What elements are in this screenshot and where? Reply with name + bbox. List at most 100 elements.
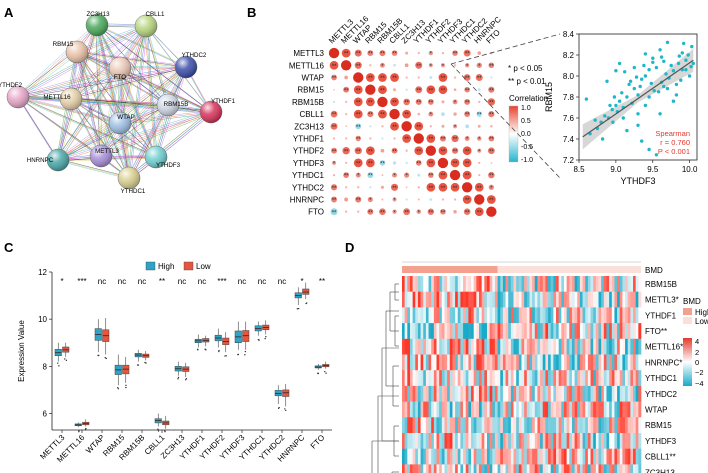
corr-cell [405,88,408,91]
corr-sig-mark: ** [441,174,446,180]
heatmap-cell [492,338,496,355]
heatmap-cell [420,370,424,387]
heatmap-cell [582,464,586,473]
scatter-point [649,81,653,86]
corr-cell [426,158,436,168]
heatmap-cell [540,448,544,465]
heatmap-cell [449,433,453,449]
heatmap-cell [582,385,586,402]
scatter-point [690,44,694,49]
corr-cell [477,88,481,92]
heatmap-cell [606,370,610,387]
corr-cell [462,146,472,156]
heatmap-cell [524,385,528,402]
heatmap-cell [593,448,597,465]
heatmap-cell [402,448,405,465]
heatmap-cell [529,401,533,418]
heatmap-cell [516,291,520,308]
corr-cell [452,99,458,105]
heatmap-cell [465,354,469,371]
heatmap-cell [484,276,488,292]
corr-sig-mark: ** [404,101,409,107]
heatmap-cell [428,323,432,340]
corr-cell [488,171,495,179]
heatmap-cell [449,370,453,387]
corr-sig-mark: ** [416,88,421,94]
heatmap-cell [492,291,496,308]
heatmap-cell [534,417,538,434]
network-edge [78,53,131,180]
corr-sig-mark: ** [465,76,470,82]
heatmap-cell [513,370,517,387]
heatmap-cell [439,448,443,465]
heatmap-cell [603,370,607,387]
heatmap-cell [516,448,520,465]
heatmap-cell [494,323,498,340]
heatmap-cell [449,385,453,402]
heatmap-cell [577,323,581,340]
heatmap-cell [457,401,461,418]
box-outlier [305,302,307,305]
heatmap-cell [510,433,514,449]
heatmap-cell [595,291,599,308]
corr-cell [486,206,497,217]
corr-row-label: YTHDF2 [293,147,325,156]
bmd-bar-high [402,266,498,273]
heatmap-cell [447,464,451,473]
heatmap-cell [441,417,445,434]
heatmap-cell [518,385,522,402]
heatmap-cell [611,448,615,465]
heatmap-cell [452,354,456,371]
box-outlier [125,386,127,389]
heatmap-cell [558,433,562,449]
heatmap-cell [500,354,504,371]
network-edge [72,68,188,101]
corr-cell [367,172,374,179]
heatmap-cell [452,291,456,308]
heatmap-cell [433,276,437,292]
heatmap-cell [534,307,538,324]
heatmap-cell [635,401,639,418]
heatmap-cell [571,338,575,355]
heatmap-cell [412,401,416,418]
heatmap-cell [407,401,411,418]
heatmap-cell [447,401,451,418]
box-ytick-label: 6 [43,409,48,418]
network-edge [17,96,157,158]
heatmap-cell [609,354,613,371]
heatmap-cell [508,433,512,449]
heatmap-cell [579,338,583,355]
heatmap-cell [532,307,536,324]
heatmap-cell [463,464,467,473]
corr-cell [393,137,396,140]
heatmap-cell [455,417,459,434]
node-shine [175,56,197,78]
scatter-point [687,74,692,78]
heatmap-cell [513,323,517,340]
heatmap-cell [463,323,467,340]
heatmap-cell [441,276,445,292]
corr-cell [390,121,399,131]
heatmap-cell [444,433,448,449]
heatmap-cell [455,323,459,340]
heatmap-cell [518,323,522,340]
heatmap-cell [460,385,464,402]
scatter-point [647,68,651,72]
network-edge [127,65,185,177]
heatmap-cell [407,448,411,465]
heatmap-cell [521,323,525,340]
heatmap-cell [489,370,493,387]
heatmap-cell [614,276,618,292]
heatmap-cell [460,291,464,308]
heatmap-cell [431,307,435,324]
heatmap-cell [524,291,528,308]
box-outlier [157,430,160,432]
corr-sig-mark: ** [332,149,337,155]
heatmap-cell [468,464,472,473]
heatmap-cell [598,385,602,402]
heatmap-cell [489,307,493,324]
heatmap-cell [569,291,573,308]
heatmap-cell [505,276,509,292]
heatmap-cell [582,354,586,371]
heatmap-cell [582,276,586,292]
